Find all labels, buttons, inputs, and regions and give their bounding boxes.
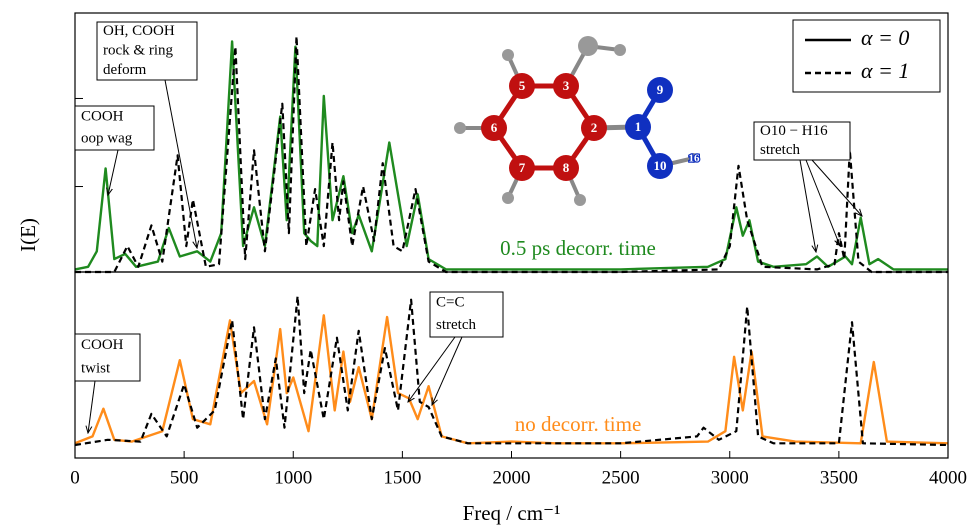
atom-label: 7: [519, 160, 526, 175]
atom-label: 9: [657, 82, 664, 97]
x-tick-label: 3000: [711, 467, 749, 488]
x-tick-label: 1000: [274, 467, 312, 488]
x-tick-label: 3500: [820, 467, 858, 488]
annotation-text: stretch: [760, 142, 800, 158]
annotation-text: O10 − H16: [760, 123, 828, 139]
atom-label: 3: [563, 78, 570, 93]
x-axis-label: Freq / cm⁻¹: [463, 501, 561, 525]
atom-label: 16: [689, 153, 701, 165]
atom-label: 1: [635, 119, 642, 134]
x-tick-label: 2500: [602, 467, 640, 488]
panel-label: no decorr. time: [515, 412, 642, 436]
annotation-text: oop wag: [81, 130, 133, 146]
figure: 5 3 6 2 1 9 7 8 10 16 0.5 ps decorr. time OH, COOH…: [0, 0, 976, 531]
annotation-text: COOH: [81, 337, 124, 353]
annotation-text: C=C: [436, 295, 464, 311]
annotation-text: COOH: [81, 108, 124, 124]
legend-label: α = 0: [861, 25, 909, 50]
x-tick-label: 1500: [383, 467, 421, 488]
x-tick-label: 500: [170, 467, 199, 488]
x-tick-label: 4000: [929, 467, 967, 488]
atom-label: 10: [654, 158, 667, 173]
atom-label: 8: [563, 160, 570, 175]
y-axis-label: I(E): [16, 218, 40, 252]
x-tick-label: 0: [70, 467, 80, 488]
atom-label: 2: [591, 120, 598, 135]
annotation-text: deform: [103, 62, 147, 78]
x-tick-label: 2000: [493, 467, 531, 488]
atom-label: 6: [491, 120, 498, 135]
annotation-text: rock & ring: [103, 42, 173, 58]
annotation-text: stretch: [436, 317, 476, 333]
atom-label: 5: [519, 78, 526, 93]
panel-label: 0.5 ps decorr. time: [500, 236, 656, 260]
annotation-text: twist: [81, 361, 111, 377]
legend-label: α = 1: [861, 58, 909, 83]
annotation-text: OH, COOH: [103, 23, 175, 39]
